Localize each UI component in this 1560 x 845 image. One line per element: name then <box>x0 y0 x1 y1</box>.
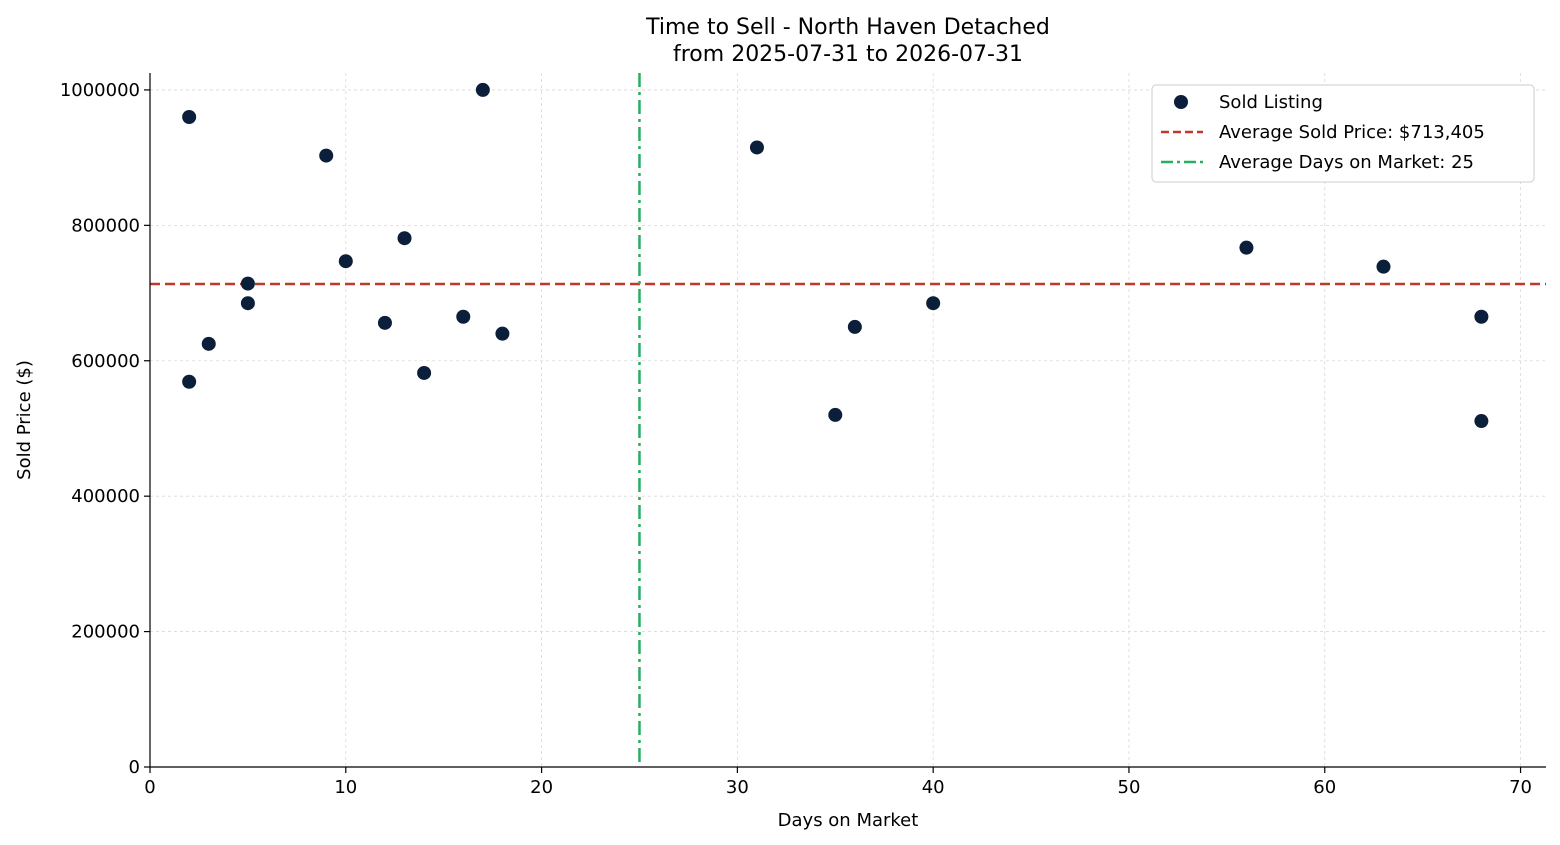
data-point <box>338 254 353 269</box>
x-tick-label: 70 <box>1509 777 1532 798</box>
y-tick-label: 600000 <box>71 351 140 372</box>
data-point <box>240 296 255 311</box>
data-point <box>1239 240 1254 255</box>
y-tick-label: 400000 <box>71 486 140 507</box>
data-point <box>417 365 432 380</box>
legend-frame <box>1151 84 1535 183</box>
data-point <box>1474 414 1489 429</box>
data-points <box>182 82 1489 429</box>
y-axis-label: Sold Price ($) <box>14 360 35 480</box>
x-tick-label: 60 <box>1313 777 1336 798</box>
data-point <box>1376 259 1391 274</box>
data-point <box>828 407 843 422</box>
data-point <box>475 82 490 97</box>
y-tick-label: 0 <box>129 757 140 778</box>
chart-title: Time to Sell - North Haven Detached <box>645 15 1050 40</box>
data-point <box>377 315 392 330</box>
legend-label-sold-listing: Sold Listing <box>1219 92 1323 113</box>
data-point <box>495 326 510 341</box>
data-point <box>926 296 941 311</box>
axes: 0 10 20 30 40 50 60 70 0 200000 400000 600000 800000… <box>60 73 1546 798</box>
data-point <box>749 140 764 155</box>
data-point <box>847 319 862 334</box>
y-tick-label: 200000 <box>71 622 140 643</box>
data-point <box>397 231 412 246</box>
x-tick-label: 0 <box>144 777 155 798</box>
x-tick-label: 20 <box>530 777 553 798</box>
data-point <box>319 148 334 163</box>
x-tick-label: 10 <box>334 777 357 798</box>
data-point <box>201 336 216 351</box>
data-point <box>456 309 471 324</box>
data-point <box>240 276 255 291</box>
y-tick-label: 800000 <box>71 215 140 236</box>
x-tick-label: 30 <box>726 777 749 798</box>
legend-label-avg-days: Average Days on Market: 25 <box>1219 152 1474 173</box>
x-axis-label: Days on Market <box>778 810 919 831</box>
legend-label-avg-price: Average Sold Price: $713,405 <box>1219 122 1485 143</box>
y-tick-label: 1000000 <box>60 80 140 101</box>
reference-lines <box>150 73 1546 767</box>
data-point <box>182 374 197 389</box>
x-tick-label: 50 <box>1118 777 1141 798</box>
data-point <box>1474 309 1489 324</box>
data-point <box>182 110 197 125</box>
legend: Sold Listing Average Sold Price: $713,40… <box>1151 84 1535 183</box>
chart-subtitle: from 2025-07-31 to 2026-07-31 <box>673 42 1023 67</box>
legend-marker-sold-listing <box>1174 95 1188 109</box>
x-tick-label: 40 <box>922 777 945 798</box>
